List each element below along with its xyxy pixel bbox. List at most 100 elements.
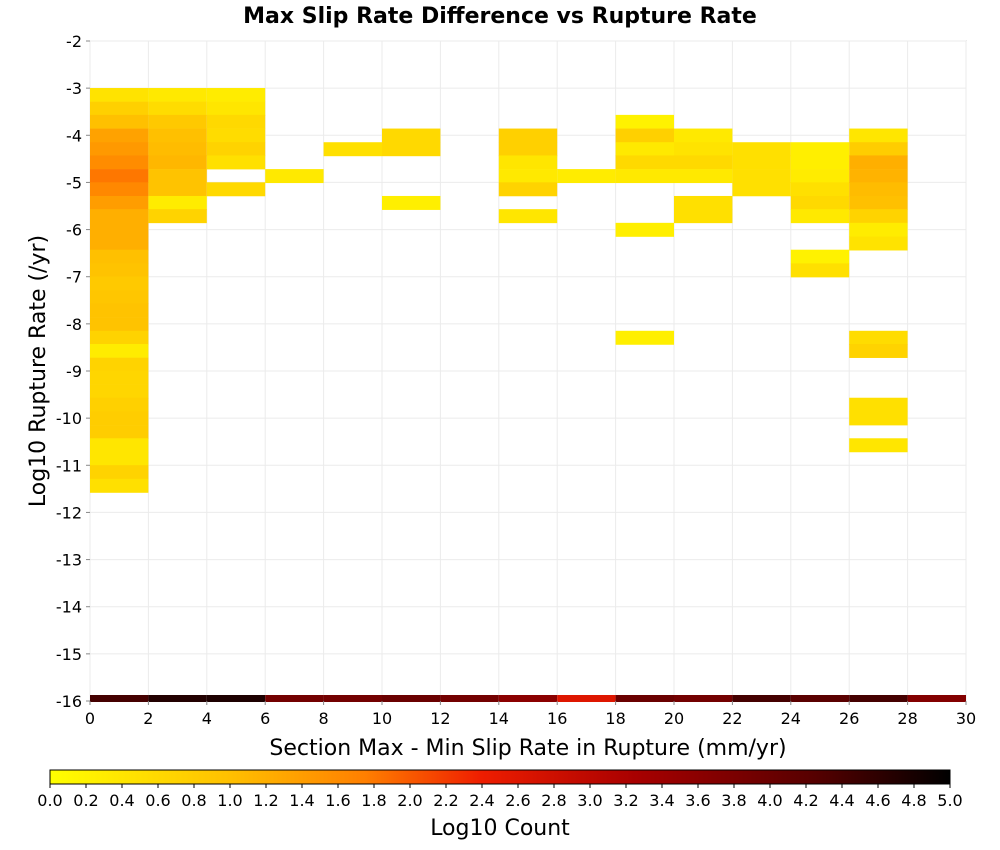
heatmap-cell: [90, 357, 149, 372]
y-tick-label: -13: [56, 551, 82, 570]
x-tick-label: 12: [430, 709, 450, 728]
heatmap-cell: [790, 182, 850, 197]
heatmap-cell: [849, 209, 908, 224]
heatmap-bottom-cell: [440, 695, 499, 702]
colorbar-tick-label: 0.8: [181, 791, 206, 810]
heatmap-cell: [498, 155, 558, 170]
colorbar-tick-label: 4.2: [793, 791, 818, 810]
heatmap-cell: [732, 169, 791, 184]
heatmap-bottom-cell: [674, 695, 733, 702]
heatmap-cell: [674, 209, 733, 224]
heatmap-cell: [90, 384, 149, 399]
heatmap-cell: [148, 114, 207, 129]
heatmap-bottom-cell: [615, 695, 674, 702]
colorbar-tick-label: 0.4: [109, 791, 134, 810]
heatmap-cell: [615, 222, 674, 237]
heatmap-bottom-cell: [907, 695, 966, 702]
heatmap-cell: [90, 317, 149, 332]
x-tick-label: 8: [319, 709, 329, 728]
heatmap-cell: [90, 236, 149, 251]
heatmap-cell: [90, 209, 149, 224]
heatmap-cell: [674, 128, 733, 143]
colorbar-tick-label: 2.8: [541, 791, 566, 810]
heatmap-cell: [148, 88, 207, 102]
colorbar-tick-label: 4.6: [865, 791, 890, 810]
heatmap-bottom-cell: [557, 695, 616, 702]
colorbar-tick-label: 2.0: [397, 791, 422, 810]
heatmap-cell: [849, 397, 908, 412]
heatmap-cell: [90, 330, 149, 345]
heatmap-cell: [498, 142, 558, 157]
heatmap-cell: [90, 303, 149, 318]
heatmap-cell: [790, 169, 850, 184]
heatmap-cell: [849, 182, 908, 197]
heatmap-cell: [90, 128, 149, 143]
heatmap-cell: [849, 438, 908, 453]
heatmap-cell: [674, 169, 733, 184]
heatmap-cell: [732, 142, 791, 157]
y-tick-label: -16: [56, 692, 82, 711]
y-axis-ticks: -2 -3 -4 -5 -6 -7 -8 -9 -10 -11 -12 -13 -14 -15 -16: [56, 32, 90, 711]
x-axis-label: Section Max - Min Slip Rate in Rupture (…: [269, 736, 786, 761]
y-tick-label: -8: [66, 315, 82, 334]
heatmap-cells: [90, 88, 908, 493]
y-tick-label: -5: [66, 173, 82, 192]
heatmap-cell: [849, 195, 908, 210]
heatmap-cell: [148, 182, 207, 197]
heatmap-cell: [790, 142, 850, 157]
colorbar-tick-label: 1.6: [325, 791, 350, 810]
heatmap-cell: [148, 209, 207, 224]
colorbar-label: Log10 Count: [430, 816, 570, 841]
heatmap-cell: [90, 263, 149, 278]
heatmap-cell: [90, 397, 149, 412]
heatmap-cell: [615, 155, 674, 170]
heatmap-cell: [849, 169, 908, 184]
colorbar-tick-label: 4.8: [901, 791, 926, 810]
heatmap-cell: [790, 155, 850, 170]
heatmap-cell: [148, 142, 207, 157]
x-tick-label: 16: [547, 709, 567, 728]
heatmap-bottom-cell: [265, 695, 324, 702]
heatmap-cell: [498, 209, 558, 224]
colorbar-tick-label: 3.6: [685, 791, 710, 810]
x-tick-label: 0: [85, 709, 95, 728]
heatmap-cell: [615, 142, 674, 157]
heatmap-cell: [382, 142, 441, 157]
heatmap-cell: [90, 114, 149, 129]
colorbar-ticks: 0.0 0.2 0.4 0.6 0.8 1.0 1.2 1.4 1.6 1.8 2.0 2.2 2.4 2…: [37, 784, 963, 810]
heatmap-cell: [206, 155, 266, 170]
heatmap-bottom-cell: [790, 695, 850, 702]
heatmap-cell: [90, 276, 149, 291]
heatmap-cell: [790, 249, 850, 264]
heatmap-cell: [849, 155, 908, 170]
colorbar-tick-label: 3.8: [721, 791, 746, 810]
y-tick-label: -9: [66, 362, 82, 381]
colorbar: [49, 769, 951, 785]
x-tick-label: 30: [956, 709, 976, 728]
x-tick-label: 24: [781, 709, 801, 728]
heatmap-cell: [148, 128, 207, 143]
chart-title: Max Slip Rate Difference vs Rupture Rate: [243, 4, 757, 29]
colorbar-tick-label: 1.4: [289, 791, 314, 810]
heatmap-cell: [90, 425, 149, 440]
heatmap-cell: [90, 101, 149, 116]
x-tick-label: 6: [260, 709, 270, 728]
y-tick-label: -10: [56, 409, 82, 428]
heatmap-bottom-row: [90, 695, 966, 702]
heatmap-cell: [90, 169, 149, 184]
colorbar-tick-label: 0.0: [37, 791, 62, 810]
heatmap-cell: [615, 169, 674, 184]
heatmap-cell: [382, 128, 441, 143]
heatmap-cell: [90, 222, 149, 237]
heatmap-cell: [90, 370, 149, 385]
heatmap-cell: [206, 142, 266, 157]
heatmap-cell: [206, 128, 266, 143]
colorbar-tick-label: 5.0: [937, 791, 962, 810]
y-tick-label: -6: [66, 221, 82, 240]
y-axis-label: Log10 Rupture Rate (/yr): [26, 235, 51, 507]
heatmap-cell: [90, 195, 149, 210]
heatmap-cell: [206, 101, 266, 116]
y-tick-label: -11: [56, 456, 82, 475]
heatmap-cell: [615, 330, 674, 345]
heatmap-cell: [90, 343, 149, 358]
